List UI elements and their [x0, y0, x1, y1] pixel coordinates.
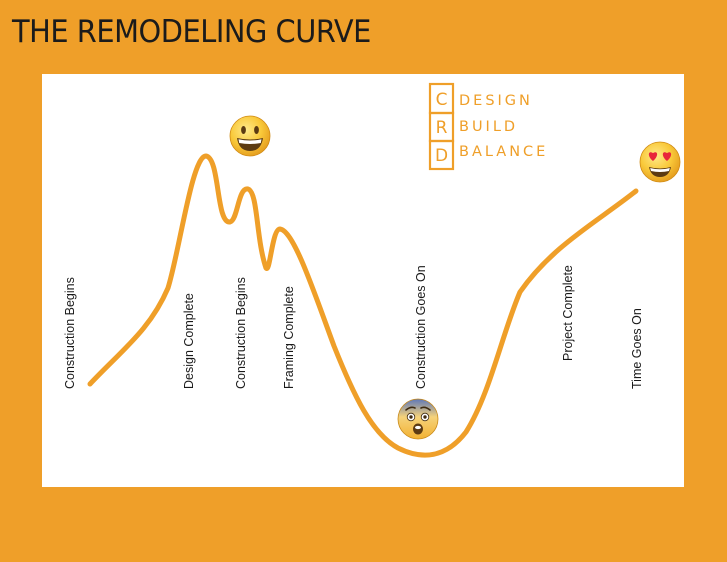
anxious-face-icon: [397, 398, 439, 440]
logo-letter-c: C: [436, 90, 448, 110]
heart-eyes-face-icon: [639, 141, 681, 183]
stage-label-time-goes-on: Time Goes On: [630, 308, 644, 389]
svg-text:Construction Goes On: Construction Goes On: [414, 265, 428, 389]
svg-text:Construction Begins: Construction Begins: [63, 277, 77, 389]
stage-label-construction-begins-2: Construction Begins: [234, 277, 248, 389]
logo-letter-r: R: [436, 118, 448, 138]
svg-text:Project Complete: Project Complete: [561, 265, 575, 361]
remodeling-curve-diagram: Construction Begins Design Complete Cons…: [63, 82, 681, 458]
diagram-panel: Construction Begins Design Complete Cons…: [42, 74, 684, 487]
stage-label-framing-complete: Framing Complete: [282, 286, 296, 389]
page-title: THE REMODELING CURVE: [12, 14, 371, 50]
logo-letter-d: D: [435, 146, 448, 166]
crd-logo-box: [428, 82, 455, 171]
svg-text:Framing Complete: Framing Complete: [282, 286, 296, 389]
stage-label-construction-begins: Construction Begins: [63, 277, 77, 389]
logo-word-build: BUILD: [459, 119, 518, 135]
logo-word-design: DESIGN: [459, 93, 533, 109]
stage-label-construction-goes-on: Construction Goes On: [414, 265, 428, 389]
stage-label-project-complete: Project Complete: [561, 265, 575, 361]
remodeling-curve: [87, 153, 639, 458]
svg-text:Construction Begins: Construction Begins: [234, 277, 248, 389]
logo-word-balance: BALANCE: [459, 144, 548, 160]
svg-text:Time Goes On: Time Goes On: [630, 308, 644, 389]
stage-label-design-complete: Design Complete: [182, 293, 196, 389]
grinning-face-icon: [229, 115, 271, 157]
crd-logo: C R D DESIGN BUILD BALANCE: [428, 82, 548, 171]
svg-text:Design Complete: Design Complete: [182, 293, 196, 389]
